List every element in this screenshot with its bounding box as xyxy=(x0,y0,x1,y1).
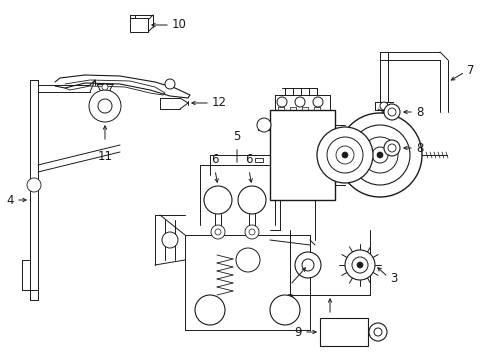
Text: 8: 8 xyxy=(415,141,423,154)
Circle shape xyxy=(373,328,381,336)
Circle shape xyxy=(210,225,224,239)
Circle shape xyxy=(368,323,386,341)
Circle shape xyxy=(89,90,121,122)
Circle shape xyxy=(335,146,353,164)
Text: 3: 3 xyxy=(389,273,397,285)
Circle shape xyxy=(387,144,395,152)
Text: 4: 4 xyxy=(6,194,14,207)
Circle shape xyxy=(195,295,224,325)
Text: 9: 9 xyxy=(294,325,302,338)
Text: 8: 8 xyxy=(415,105,423,118)
Circle shape xyxy=(162,232,178,248)
Circle shape xyxy=(351,257,367,273)
Circle shape xyxy=(102,84,108,90)
Circle shape xyxy=(337,113,421,197)
Circle shape xyxy=(236,248,260,272)
Bar xyxy=(319,318,367,346)
Text: 6: 6 xyxy=(245,153,252,166)
Bar xyxy=(130,18,148,32)
Circle shape xyxy=(203,186,231,214)
Circle shape xyxy=(312,97,323,107)
Circle shape xyxy=(276,97,286,107)
Circle shape xyxy=(98,99,112,113)
Text: 10: 10 xyxy=(172,18,186,31)
Circle shape xyxy=(371,147,387,163)
Circle shape xyxy=(349,125,409,185)
Circle shape xyxy=(302,259,313,271)
Text: 12: 12 xyxy=(212,96,226,109)
Circle shape xyxy=(269,295,299,325)
Circle shape xyxy=(244,225,259,239)
Circle shape xyxy=(345,250,374,280)
Circle shape xyxy=(257,118,270,132)
Circle shape xyxy=(316,127,372,183)
Circle shape xyxy=(341,152,347,158)
Text: 7: 7 xyxy=(466,64,473,77)
Circle shape xyxy=(27,178,41,192)
Circle shape xyxy=(356,262,362,268)
Circle shape xyxy=(387,108,395,116)
Circle shape xyxy=(294,252,320,278)
Circle shape xyxy=(383,140,399,156)
Circle shape xyxy=(164,79,175,89)
Text: 5: 5 xyxy=(233,130,240,143)
Circle shape xyxy=(379,102,387,110)
Circle shape xyxy=(238,186,265,214)
Circle shape xyxy=(248,229,254,235)
Bar xyxy=(269,110,334,200)
Circle shape xyxy=(294,97,305,107)
Circle shape xyxy=(376,152,382,158)
Bar xyxy=(254,158,263,162)
Text: 2: 2 xyxy=(285,293,293,306)
Text: 6: 6 xyxy=(211,153,218,166)
Circle shape xyxy=(361,137,397,173)
Circle shape xyxy=(215,229,221,235)
Circle shape xyxy=(383,104,399,120)
Text: 11: 11 xyxy=(97,150,112,163)
Circle shape xyxy=(326,137,362,173)
Text: 1: 1 xyxy=(325,323,333,336)
